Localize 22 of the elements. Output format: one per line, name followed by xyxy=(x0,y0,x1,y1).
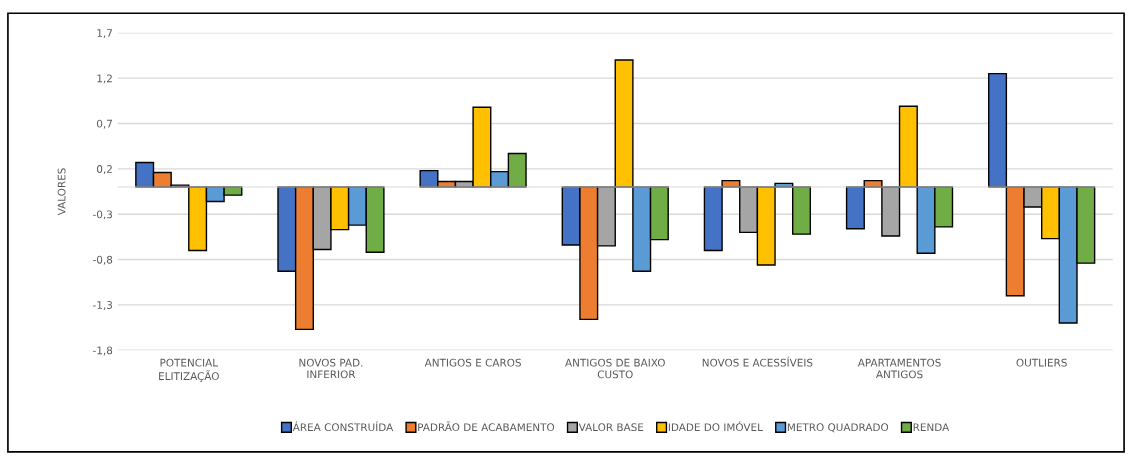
y-axis-title: VALORES xyxy=(57,168,66,216)
y-tick-label: 0,7 xyxy=(96,119,112,129)
y-tick-label: -1,3 xyxy=(93,301,113,311)
y-tick-label: -0,3 xyxy=(93,210,113,220)
legend-label: METRO QUADRADO xyxy=(787,423,889,433)
legend-label: RENDA xyxy=(913,423,950,431)
x-tick-label: POTENCIAL ELITIZAÇÃO xyxy=(159,358,219,382)
x-tick-label: ANTIGOS DE BAIXO CUSTO xyxy=(565,358,665,379)
x-tick-label: NOVOS PAD. INFERIOR xyxy=(299,358,363,379)
x-tick-label: NOVOS E ACESSÍVEIS xyxy=(702,356,813,367)
y-tick-label: -1,8 xyxy=(93,346,113,356)
legend-label: PADRÃO DE ACABAMENTO xyxy=(418,421,555,432)
y-tick-label: -0,8 xyxy=(93,255,113,265)
y-tick-label: 0,2 xyxy=(96,165,112,175)
y-tick-label: 1,2 xyxy=(97,74,112,84)
x-tick-label: OUTLIERS xyxy=(1016,358,1067,367)
x-tick-label: APARTAMENTOS ANTIGOS xyxy=(857,358,941,379)
legend-label: ÁREA CONSTRUÍDA xyxy=(292,421,394,432)
legend-label: IDADE DO IMÓVEL xyxy=(668,421,763,432)
x-tick-label: ANTIGOS E CAROS xyxy=(424,358,521,367)
y-tick-label: 1,7 xyxy=(97,29,112,38)
legend-label: VALOR BASE xyxy=(578,423,644,432)
